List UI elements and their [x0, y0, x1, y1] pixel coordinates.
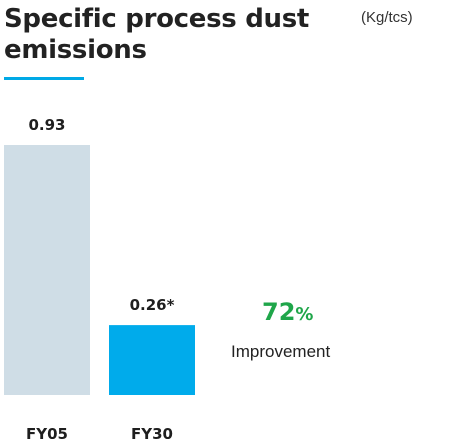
- percent-symbol: %: [295, 304, 314, 325]
- bar-fy30: [109, 325, 195, 395]
- chart-title: Specific process dust emissions: [4, 4, 310, 65]
- category-label-fy05: FY05: [26, 425, 68, 443]
- data-label-fy05: 0.93: [28, 116, 65, 134]
- improvement-label: Improvement: [231, 342, 331, 361]
- data-label-fy30: 0.26*: [130, 296, 175, 314]
- bar-fy05: [4, 145, 90, 395]
- title-underline: [4, 77, 84, 80]
- improvement-value: 72: [262, 298, 296, 326]
- unit-label: (Kg/tcs): [361, 9, 413, 26]
- improvement-percentage: 72%: [262, 298, 313, 326]
- category-label-fy30: FY30: [131, 425, 173, 443]
